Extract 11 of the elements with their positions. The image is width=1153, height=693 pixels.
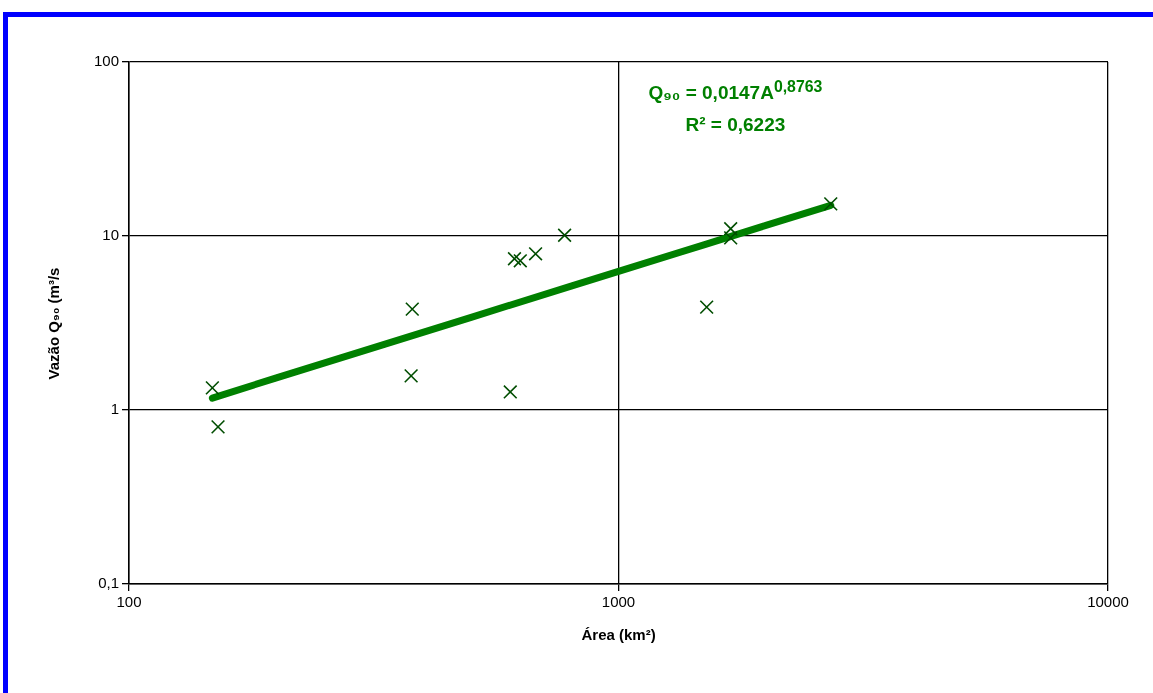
annotation: R² = 0,6223 (684, 114, 787, 137)
y-axis-title: Vazão Q₉₀ (m³/s (45, 267, 63, 379)
annotation: Q₉₀ = 0,0147A$^{0,8763}$ (648, 78, 823, 105)
x-tick-label: 100 (116, 593, 142, 611)
y-tick-label: 100 (94, 52, 120, 70)
y-tick-label: 1 (110, 400, 120, 418)
y-tick-label: 0,1 (98, 574, 120, 592)
y-tick-label: 10 (102, 226, 120, 244)
x-tick-label: 10000 (1087, 593, 1129, 611)
x-tick-label: 1000 (601, 593, 636, 611)
x-axis-title: Área (km²) (581, 626, 656, 643)
